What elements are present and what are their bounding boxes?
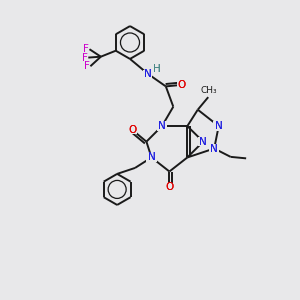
Text: N: N [148, 152, 155, 163]
Bar [143, 70, 152, 78]
Text: N: N [158, 121, 166, 131]
Text: N: N [210, 143, 218, 154]
Bar [157, 121, 167, 131]
Text: O: O [165, 182, 173, 192]
Text: N: N [210, 143, 218, 154]
Bar [214, 121, 224, 131]
Bar [177, 81, 186, 89]
Text: N: N [215, 121, 223, 131]
Text: O: O [165, 182, 173, 192]
Text: H: H [153, 64, 161, 74]
Bar [157, 121, 167, 131]
Bar [198, 137, 208, 146]
Text: H: H [153, 64, 161, 74]
Bar [177, 81, 186, 89]
Bar [146, 153, 157, 162]
Bar [165, 183, 174, 191]
Text: O: O [128, 125, 136, 135]
Bar [128, 125, 136, 134]
Bar [143, 70, 152, 78]
Text: N: N [148, 152, 155, 163]
Text: N: N [215, 121, 223, 131]
Text: N: N [144, 69, 152, 79]
Bar [209, 144, 219, 153]
Text: N: N [199, 136, 207, 147]
Bar [209, 144, 219, 153]
Text: O: O [128, 125, 136, 135]
Text: O: O [177, 80, 185, 90]
Bar [214, 121, 224, 131]
Bar [146, 153, 157, 162]
Bar [198, 137, 208, 146]
Bar [128, 125, 136, 134]
Text: F: F [82, 52, 88, 63]
Text: N: N [199, 136, 207, 147]
Text: F: F [83, 44, 89, 54]
Bar [165, 183, 174, 191]
Text: F: F [84, 61, 90, 71]
Text: O: O [177, 80, 185, 90]
Text: N: N [144, 69, 152, 79]
Text: N: N [158, 121, 166, 131]
Text: CH₃: CH₃ [200, 86, 217, 95]
